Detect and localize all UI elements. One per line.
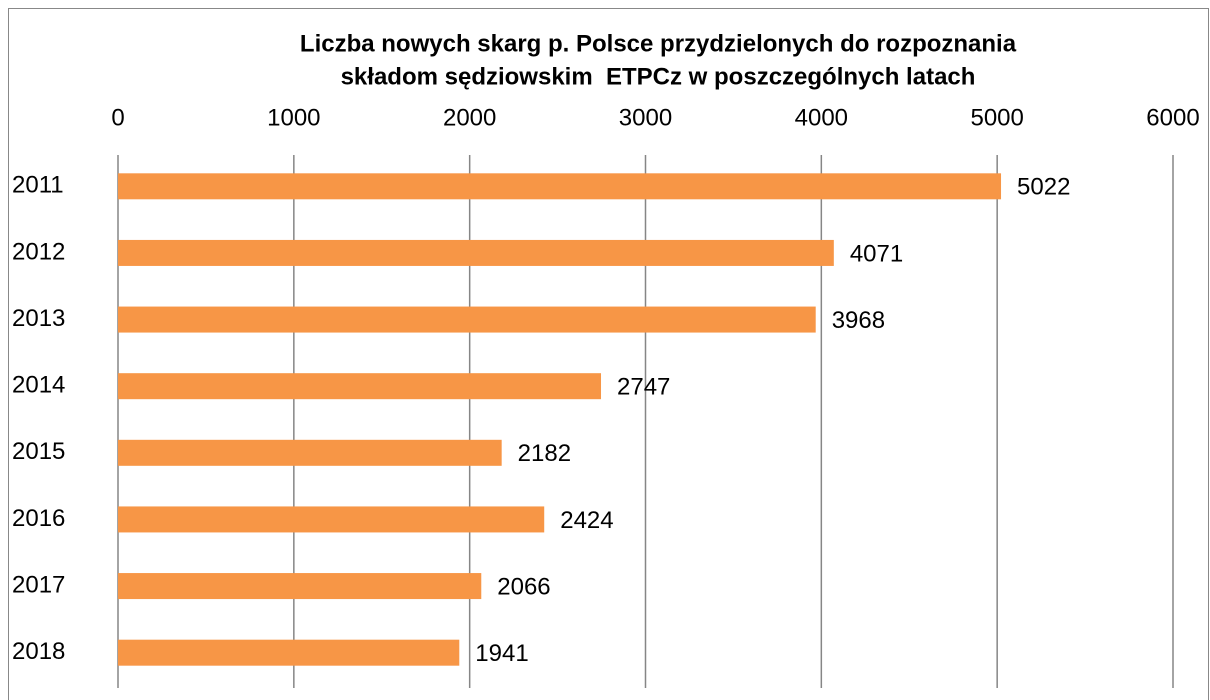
bar [118, 506, 545, 533]
bar [118, 439, 502, 466]
data-label: 2747 [617, 374, 670, 401]
x-tick-label: 2000 [443, 104, 496, 131]
y-tick-label: 2016 [12, 505, 65, 532]
bar [118, 173, 1002, 200]
chart-title: Liczba nowych skarg p. Polsce przydzielo… [300, 30, 1017, 57]
x-tick-label: 4000 [795, 104, 848, 131]
x-tick-label: 6000 [1146, 104, 1199, 131]
y-tick-label: 2011 [12, 172, 64, 199]
y-tick-label: 2017 [12, 571, 65, 598]
y-tick-label: 2015 [12, 438, 65, 465]
data-label: 2182 [518, 440, 571, 467]
bar [118, 373, 602, 400]
bar [118, 639, 460, 666]
data-label: 5022 [1017, 174, 1070, 201]
data-label: 4071 [850, 240, 903, 267]
y-tick-label: 2013 [12, 305, 65, 332]
y-tick-label: 2018 [12, 638, 65, 665]
data-label: 3968 [832, 307, 885, 334]
x-tick-label: 5000 [970, 104, 1023, 131]
y-tick-label: 2014 [12, 372, 65, 399]
bar [118, 306, 816, 333]
data-label: 2066 [497, 573, 550, 600]
y-tick-label: 2012 [12, 238, 65, 265]
bar [118, 573, 482, 600]
x-tick-label: 1000 [267, 104, 320, 131]
chart-title: składom sędziowskim ETPCz w poszczególny… [341, 63, 976, 90]
x-tick-label: 3000 [619, 104, 672, 131]
data-label: 2424 [560, 507, 613, 534]
data-label: 1941 [475, 640, 528, 667]
bar [118, 239, 834, 266]
x-tick-label: 0 [111, 104, 124, 131]
